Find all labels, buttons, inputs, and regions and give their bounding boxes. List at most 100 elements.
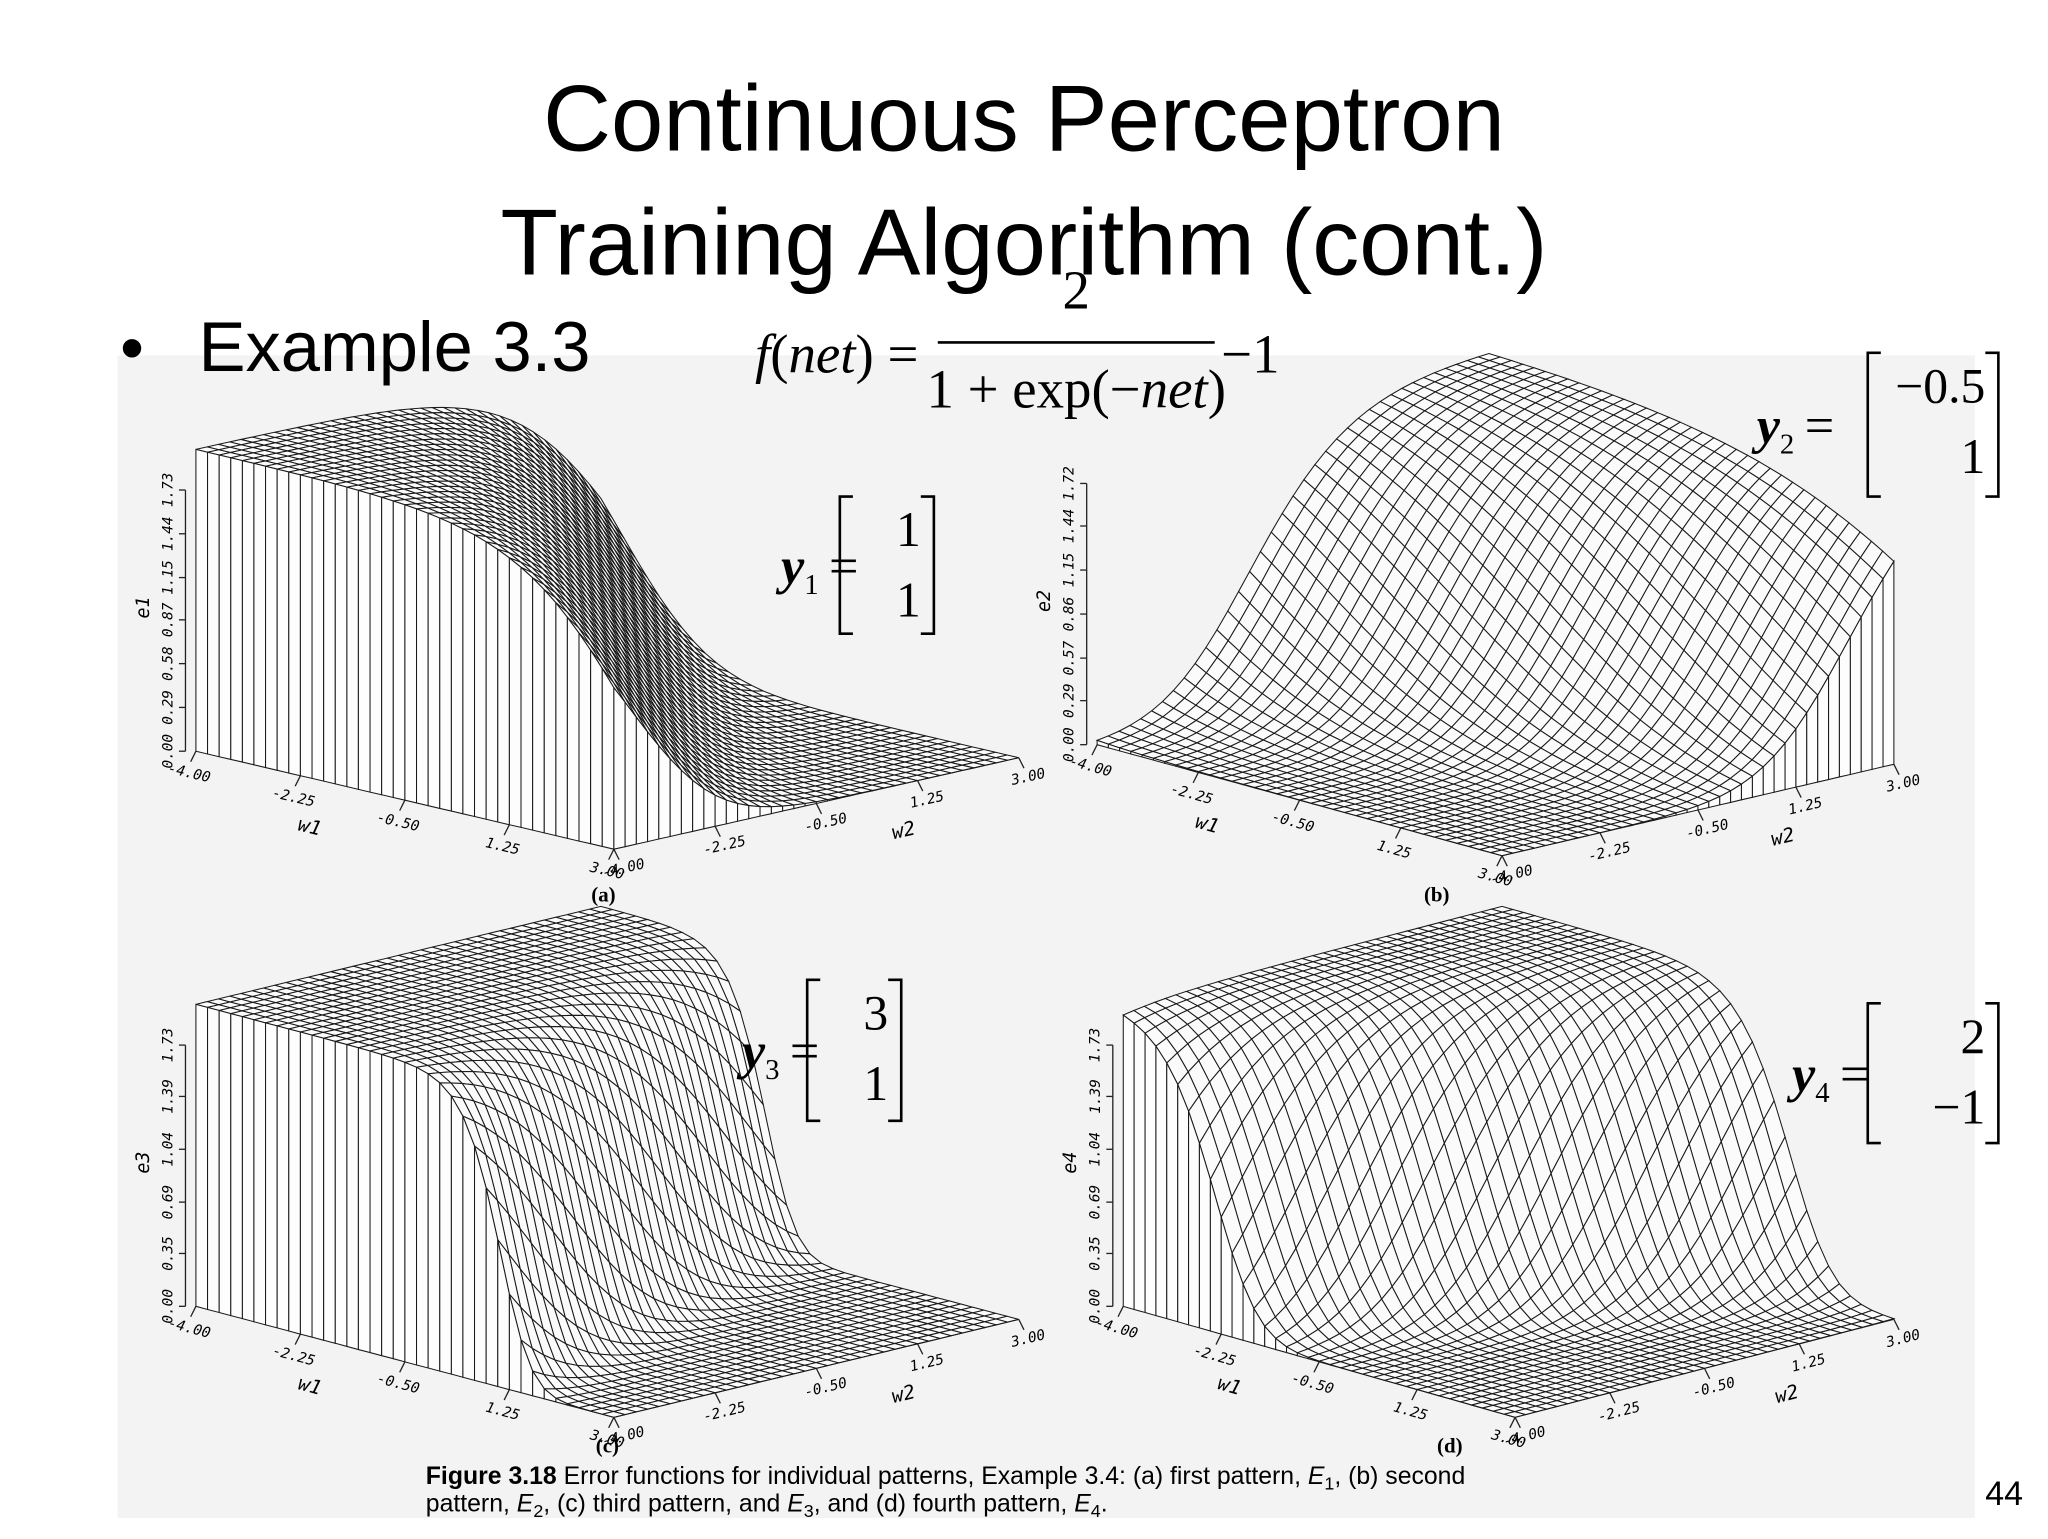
curtain-cell bbox=[230, 1012, 243, 1320]
w1-tick-label: 1.25 bbox=[484, 835, 521, 858]
curtain-cell bbox=[427, 1072, 441, 1372]
curtain-cell bbox=[253, 462, 267, 769]
surface-plot bbox=[1095, 352, 1895, 857]
curtain-cell bbox=[473, 534, 487, 820]
curtain-cell bbox=[392, 1057, 406, 1363]
curtain-cell bbox=[299, 1031, 313, 1338]
curtain-cell bbox=[450, 522, 464, 815]
z-tick-label: 0.86 bbox=[1062, 597, 1078, 632]
text-span: net bbox=[788, 323, 857, 384]
curtain-cell bbox=[207, 451, 220, 758]
curtain-cell bbox=[392, 500, 406, 801]
curtain-cell bbox=[1871, 576, 1884, 771]
text-span: E bbox=[787, 1490, 804, 1517]
curtain-cell bbox=[1817, 674, 1830, 783]
w1-tick bbox=[399, 799, 406, 811]
curtain-cell bbox=[1882, 559, 1895, 768]
curtain-cell bbox=[647, 730, 660, 843]
z-tick-label: 0.69 bbox=[160, 1185, 176, 1220]
curtain-cell bbox=[439, 517, 452, 812]
curtain-cell bbox=[404, 504, 418, 804]
curtain-cell bbox=[265, 1022, 278, 1329]
curtain-cell bbox=[415, 1066, 429, 1369]
curtain-cell bbox=[288, 471, 301, 777]
vector-entry: 1 bbox=[896, 502, 921, 557]
vector-entry: 1 bbox=[1960, 429, 1985, 484]
curtain-cell bbox=[725, 799, 739, 825]
curtain-cell bbox=[241, 459, 255, 766]
equals-sign: = bbox=[829, 537, 858, 595]
surface-plot bbox=[195, 406, 1019, 850]
curtain-cell bbox=[415, 508, 429, 807]
curtain-cell bbox=[381, 1053, 394, 1360]
bullet-marker: • bbox=[120, 311, 144, 386]
curtain-cell bbox=[253, 1019, 267, 1326]
text-span: ( bbox=[770, 323, 788, 384]
z-tick-label: 1.73 bbox=[160, 473, 176, 508]
curtain-cell bbox=[195, 1003, 209, 1311]
z-tick-label: 0.35 bbox=[160, 1236, 176, 1271]
w2-tick bbox=[815, 803, 823, 815]
w2-tick-label: 3.00 bbox=[1009, 766, 1047, 789]
panel-label: (b) bbox=[1424, 882, 1450, 906]
vector-entry: 1 bbox=[896, 573, 921, 628]
curtain-cell bbox=[748, 804, 761, 820]
w2-tick bbox=[714, 826, 721, 838]
curtain-cell bbox=[1849, 616, 1862, 776]
curtain-cell bbox=[669, 757, 682, 838]
curtain-cell bbox=[1828, 654, 1840, 781]
z-tick-label: 1.73 bbox=[160, 1028, 176, 1063]
w2-tick-label: 1.25 bbox=[908, 789, 945, 812]
z-tick-label: 1.39 bbox=[160, 1079, 176, 1114]
z-tick-label: 1.15 bbox=[1062, 553, 1078, 588]
curtain-cell bbox=[334, 1040, 348, 1348]
curtain-cell bbox=[578, 631, 592, 845]
curtain-cell bbox=[218, 1009, 232, 1317]
z-tick-label: 1.44 bbox=[160, 516, 176, 551]
text-span: E bbox=[517, 1490, 534, 1517]
curtain-cell bbox=[334, 483, 348, 788]
curtain-cell bbox=[601, 666, 615, 850]
text-span: ) bbox=[1208, 359, 1226, 420]
curtain-cell bbox=[462, 527, 476, 818]
vector-subscript: 2 bbox=[1780, 428, 1794, 460]
vector-entry: −0.5 bbox=[1895, 358, 1985, 413]
text-span: E bbox=[1308, 1463, 1325, 1490]
curtain-cell bbox=[288, 1028, 301, 1335]
w2-tick bbox=[613, 848, 620, 860]
curtain-cell bbox=[323, 480, 336, 785]
equals-sign: = bbox=[790, 1023, 819, 1081]
curtain-cell bbox=[357, 489, 371, 793]
w1-tick bbox=[503, 824, 510, 836]
curtain-cell bbox=[427, 512, 441, 810]
curtain-cell bbox=[590, 648, 603, 848]
vector-subscript: 1 bbox=[804, 569, 818, 601]
z-tick-label: 0.29 bbox=[1062, 683, 1078, 718]
curtain-cell bbox=[485, 540, 499, 823]
w1-tick bbox=[190, 750, 197, 762]
curtain-cell bbox=[555, 601, 568, 839]
vector-entry: 1 bbox=[863, 1056, 888, 1111]
rich-text: 1 + exp(−net) bbox=[927, 359, 1226, 420]
panel-label: (a) bbox=[591, 882, 615, 906]
curtain-cell bbox=[473, 1145, 487, 1385]
z-tick-label: 0.29 bbox=[160, 690, 176, 725]
curtain-cell bbox=[497, 548, 510, 826]
title-line: Training Algorithm (cont.) bbox=[501, 189, 1548, 294]
curtain-cell bbox=[323, 1037, 336, 1344]
curtain-cell bbox=[311, 477, 325, 782]
curtain-cell bbox=[265, 465, 278, 771]
curtain-cell bbox=[276, 1025, 290, 1332]
curtain-cell bbox=[566, 615, 580, 842]
curtain-cell bbox=[543, 588, 557, 837]
rich-text: −1 bbox=[1221, 323, 1279, 384]
text-span: pattern, bbox=[426, 1490, 517, 1517]
vector-entry: 3 bbox=[863, 985, 888, 1040]
curtain-cell bbox=[218, 454, 232, 761]
text-span: −1 bbox=[1221, 323, 1279, 384]
curtain-cell bbox=[714, 794, 727, 827]
panel-label: (c) bbox=[596, 1434, 619, 1458]
curtain-cell bbox=[680, 769, 694, 835]
text-span: 2 bbox=[533, 1501, 543, 1521]
